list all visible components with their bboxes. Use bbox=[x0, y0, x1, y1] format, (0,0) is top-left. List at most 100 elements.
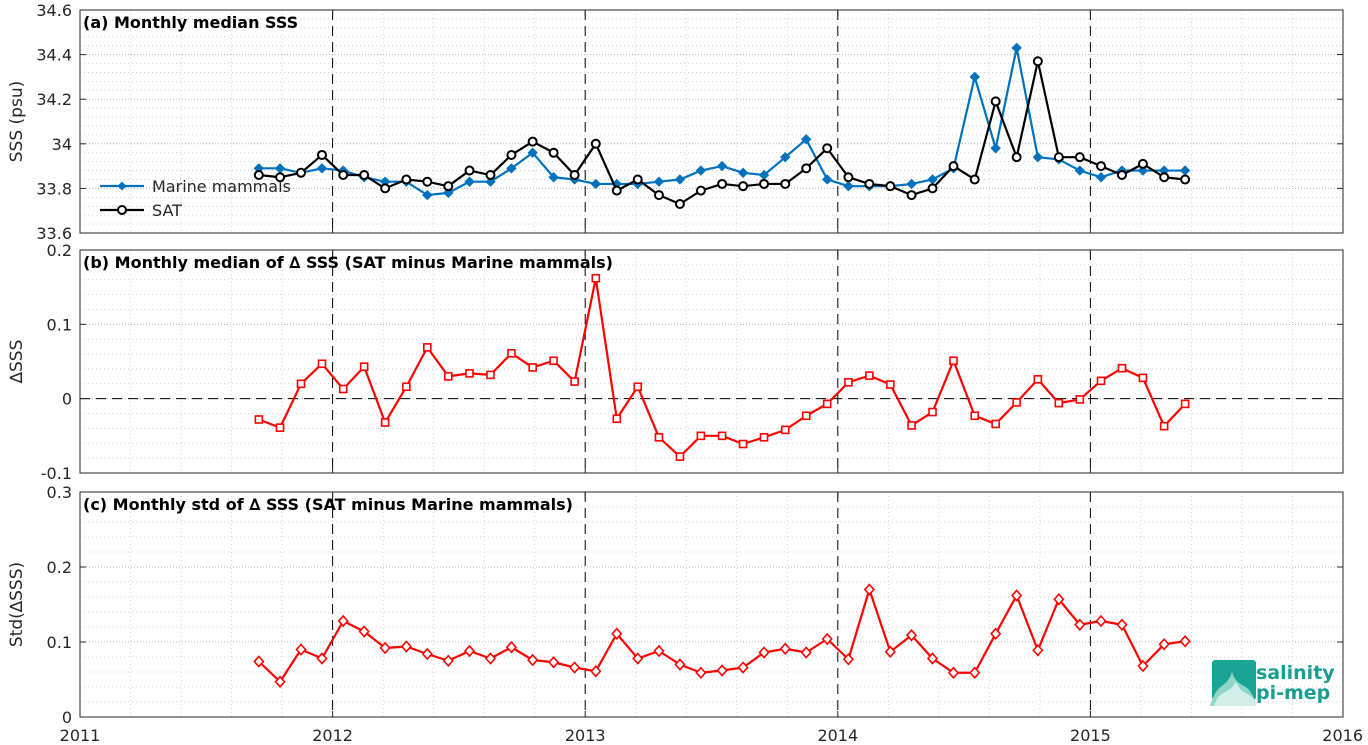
y-tick-label: 0.1 bbox=[47, 315, 72, 334]
data-point bbox=[380, 183, 391, 194]
y-tick-label: 33.6 bbox=[36, 224, 72, 243]
data-point bbox=[296, 167, 307, 178]
y-tick-label: 0.2 bbox=[47, 558, 72, 577]
data-point bbox=[905, 629, 918, 642]
data-point bbox=[1159, 172, 1170, 183]
data-point bbox=[296, 379, 306, 389]
data-point bbox=[570, 377, 579, 386]
x-tick-label: 2011 bbox=[60, 726, 101, 745]
data-point bbox=[316, 163, 328, 174]
data-point bbox=[316, 149, 327, 160]
data-point bbox=[1116, 618, 1128, 631]
data-point bbox=[464, 176, 475, 187]
x-tick-label: 2012 bbox=[312, 726, 353, 745]
data-point bbox=[400, 640, 412, 653]
data-point bbox=[759, 433, 769, 442]
data-point bbox=[1054, 398, 1064, 408]
data-point bbox=[969, 71, 980, 83]
data-point bbox=[1032, 151, 1044, 163]
series-line bbox=[258, 277, 1186, 458]
x-tick-label: 2016 bbox=[1322, 726, 1363, 745]
data-point bbox=[275, 423, 285, 432]
data-point bbox=[1053, 152, 1064, 163]
data-point bbox=[548, 147, 559, 158]
panel-c: 0 0.1 0.2 0.3 Std(∆SSS) (c) Monthly std of ∆ … bbox=[7, 483, 1344, 727]
data-point bbox=[590, 178, 602, 190]
data-point bbox=[927, 174, 938, 185]
data-point bbox=[612, 414, 622, 424]
data-point bbox=[338, 384, 348, 394]
data-point bbox=[801, 411, 811, 421]
data-point bbox=[505, 641, 518, 654]
data-point bbox=[1116, 170, 1127, 181]
series-delta bbox=[254, 273, 1190, 461]
data-point bbox=[358, 625, 370, 638]
data-point bbox=[1033, 375, 1043, 384]
y-tick-label: 34.2 bbox=[36, 90, 72, 109]
y-tick-label: 34 bbox=[52, 135, 72, 154]
data-point bbox=[654, 433, 664, 442]
data-point bbox=[801, 134, 812, 145]
data-point bbox=[422, 189, 433, 201]
legend-marker bbox=[117, 205, 127, 215]
data-point bbox=[484, 652, 497, 665]
data-point bbox=[316, 652, 328, 665]
data-point bbox=[423, 343, 432, 352]
data-point bbox=[338, 170, 349, 181]
data-point bbox=[380, 418, 390, 427]
data-point bbox=[864, 178, 875, 189]
legend: Marine mammals SAT bbox=[100, 177, 291, 220]
data-point bbox=[549, 356, 558, 366]
legend-label: SAT bbox=[152, 201, 182, 220]
data-point bbox=[717, 431, 727, 441]
data-point bbox=[990, 96, 1001, 107]
data-point bbox=[464, 165, 475, 176]
data-point bbox=[844, 378, 853, 387]
legend-marker bbox=[117, 181, 127, 191]
data-point bbox=[1074, 618, 1086, 631]
data-point bbox=[696, 431, 706, 441]
data-point bbox=[780, 178, 791, 189]
wave-icon bbox=[1210, 660, 1256, 706]
data-point bbox=[401, 174, 412, 185]
axes-box bbox=[79, 249, 1344, 474]
data-point bbox=[569, 661, 581, 674]
data-point bbox=[653, 190, 664, 201]
data-point bbox=[485, 170, 496, 181]
y-axis-label: ∆SSS bbox=[7, 340, 27, 385]
y-axis-label: SSS (psu) bbox=[7, 81, 27, 162]
data-point bbox=[275, 172, 286, 183]
data-point bbox=[337, 614, 349, 628]
data-point bbox=[990, 627, 1002, 640]
data-point bbox=[443, 372, 453, 381]
logo-text-salinity: salinity bbox=[1256, 662, 1335, 684]
data-point bbox=[1095, 614, 1107, 628]
data-point bbox=[1011, 42, 1022, 54]
data-point bbox=[695, 165, 707, 176]
data-point bbox=[969, 174, 980, 185]
data-point bbox=[254, 415, 264, 424]
data-point bbox=[569, 170, 580, 181]
data-point bbox=[821, 632, 833, 646]
data-point bbox=[780, 425, 790, 435]
data-point bbox=[1096, 376, 1106, 386]
data-point bbox=[653, 644, 665, 658]
data-point bbox=[991, 419, 1000, 429]
data-point bbox=[1137, 158, 1148, 169]
data-point bbox=[1011, 152, 1022, 163]
data-point bbox=[317, 359, 327, 369]
data-point bbox=[1074, 152, 1085, 163]
y-tick-label: 0.2 bbox=[47, 241, 72, 260]
data-point bbox=[928, 407, 937, 417]
data-point bbox=[779, 642, 791, 655]
data-point bbox=[632, 652, 644, 665]
data-point bbox=[1011, 589, 1023, 602]
data-point bbox=[1012, 398, 1021, 407]
data-point bbox=[695, 185, 706, 196]
data-point bbox=[253, 655, 265, 668]
data-point bbox=[758, 646, 770, 659]
data-point bbox=[442, 654, 454, 667]
data-point bbox=[1180, 399, 1190, 409]
